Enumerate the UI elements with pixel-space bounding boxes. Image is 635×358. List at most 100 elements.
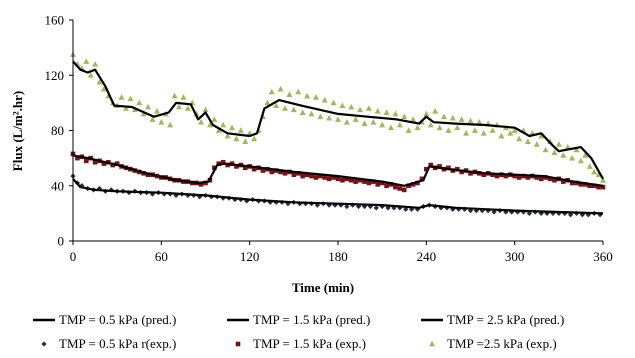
data-point xyxy=(326,114,333,121)
data-point xyxy=(348,103,355,110)
data-point xyxy=(449,114,456,121)
y-tick-label: 0 xyxy=(58,234,65,249)
data-point xyxy=(367,203,373,210)
data-point xyxy=(291,172,297,177)
y-tick-label: 120 xyxy=(45,68,65,83)
data-point xyxy=(282,105,288,111)
data-point xyxy=(591,183,597,189)
data-point xyxy=(471,127,478,133)
data-point xyxy=(114,161,120,166)
data-point xyxy=(184,105,191,111)
data-point xyxy=(286,91,293,97)
data-point xyxy=(202,106,209,113)
data-point xyxy=(511,127,518,133)
legend-label: TMP = 0.5 kPa (pred.) xyxy=(59,312,176,327)
data-point xyxy=(481,172,487,177)
data-point xyxy=(206,121,213,128)
data-point xyxy=(385,205,391,211)
data-point xyxy=(101,161,107,166)
legend-label: TMP = 1.5 kPa (pred.) xyxy=(253,312,370,327)
data-point xyxy=(401,187,407,193)
data-point xyxy=(374,107,381,114)
y-tick-label: 80 xyxy=(51,123,64,138)
data-point xyxy=(83,58,90,64)
data-point xyxy=(224,132,231,139)
data-point xyxy=(600,177,606,183)
data-point xyxy=(458,116,465,122)
data-point xyxy=(437,164,442,169)
series-markers-3 xyxy=(70,51,606,183)
data-point xyxy=(569,180,575,186)
data-point xyxy=(145,103,152,110)
data-point xyxy=(476,119,483,125)
data-point xyxy=(405,127,412,133)
data-point xyxy=(290,106,297,113)
data-point xyxy=(393,184,398,190)
data-point xyxy=(503,173,509,179)
data-point xyxy=(330,99,337,106)
data-point xyxy=(379,180,385,186)
data-point xyxy=(92,61,99,67)
data-point xyxy=(591,168,598,175)
data-point xyxy=(220,159,226,165)
data-point xyxy=(375,182,381,187)
x-tick-label: 120 xyxy=(240,249,260,264)
data-point xyxy=(313,175,319,180)
data-point xyxy=(309,173,314,179)
data-point xyxy=(463,130,470,136)
data-point xyxy=(445,127,452,133)
legend-marker-swatch xyxy=(429,340,435,347)
data-point xyxy=(569,154,576,161)
data-point xyxy=(352,116,359,122)
data-point xyxy=(75,155,80,161)
x-tick-label: 300 xyxy=(505,249,525,264)
data-point xyxy=(269,169,275,175)
data-point xyxy=(322,175,328,180)
data-point xyxy=(326,176,332,182)
data-point xyxy=(383,109,390,115)
data-point xyxy=(577,157,584,164)
data-point xyxy=(100,85,107,92)
data-point xyxy=(273,102,280,109)
data-point xyxy=(600,184,606,190)
x-axis-title: Time (min) xyxy=(292,280,354,295)
data-point xyxy=(317,113,324,120)
data-point xyxy=(321,96,328,103)
data-point xyxy=(365,105,372,111)
data-point xyxy=(397,186,403,191)
data-point xyxy=(538,132,545,139)
data-point xyxy=(516,135,523,142)
x-tick-label: 180 xyxy=(328,249,348,264)
data-point xyxy=(555,141,562,147)
data-point xyxy=(260,168,266,173)
data-point xyxy=(512,173,517,179)
data-point xyxy=(348,177,354,183)
data-point xyxy=(339,102,346,109)
data-point xyxy=(83,158,89,164)
data-point xyxy=(498,132,505,139)
data-point xyxy=(419,176,425,182)
data-point xyxy=(596,184,601,190)
data-point xyxy=(507,130,514,136)
data-point xyxy=(371,179,376,184)
data-point xyxy=(547,176,553,182)
data-point xyxy=(491,209,497,215)
data-point xyxy=(560,152,567,158)
data-point xyxy=(473,208,479,214)
x-tick-label: 0 xyxy=(70,249,77,264)
data-point xyxy=(587,183,593,189)
data-point xyxy=(96,78,103,85)
data-point xyxy=(123,105,129,111)
series-line-3 xyxy=(72,60,604,180)
data-point xyxy=(573,146,580,153)
plot-area xyxy=(70,51,606,218)
data-point xyxy=(370,119,377,125)
data-point xyxy=(198,119,205,125)
data-point xyxy=(171,92,178,99)
data-point xyxy=(344,203,350,210)
data-point xyxy=(335,176,341,182)
data-point xyxy=(233,135,240,142)
data-point xyxy=(459,169,464,175)
data-point xyxy=(406,183,411,189)
data-point xyxy=(427,121,434,128)
